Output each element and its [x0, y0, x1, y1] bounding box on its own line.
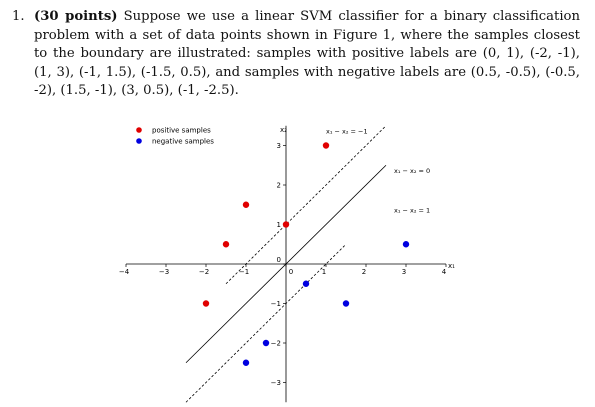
- boundary-line-label: x₁ − x₂ = −1: [326, 128, 368, 136]
- points-label: (30 points): [34, 9, 118, 24]
- y-tick-label: 0: [277, 256, 281, 264]
- data-point: [282, 221, 290, 228]
- y-tick-label: 3: [277, 142, 281, 150]
- problem-number: 1.: [12, 9, 25, 24]
- boundary-line: [185, 243, 347, 403]
- y-tick-label: −2: [271, 340, 281, 348]
- data-point: [222, 241, 230, 248]
- x-tick-label: −1: [239, 268, 249, 276]
- x-tick-label: 1: [322, 268, 326, 276]
- problem-body: (30 points) Suppose we use a linear SVM …: [34, 8, 580, 101]
- data-point: [242, 201, 250, 208]
- x-tick-label: 4: [442, 268, 447, 276]
- y-axis-label: x₂: [280, 126, 287, 134]
- boundary-line: [185, 164, 387, 364]
- y-tick-label: 2: [277, 182, 281, 190]
- x-tick-label: −4: [119, 268, 130, 276]
- data-point: [402, 241, 410, 248]
- boundary-line-label: x₁ − x₂ = 0: [394, 167, 430, 175]
- legend-marker: [136, 127, 142, 133]
- data-point: [242, 359, 250, 366]
- data-point: [202, 300, 210, 307]
- boundary-line: [225, 125, 387, 285]
- legend-marker: [136, 138, 142, 144]
- boundary-line-label: x₁ − x₂ = 1: [394, 207, 430, 215]
- legend-label: positive samples: [152, 127, 211, 135]
- x-tick-label: 0: [289, 268, 293, 276]
- y-tick-label: −1: [271, 300, 281, 308]
- x-axis-label: x₁: [448, 262, 455, 270]
- legend-label: negative samples: [152, 138, 214, 146]
- x-tick-label: 2: [362, 268, 366, 276]
- x-tick-label: −2: [199, 268, 209, 276]
- y-tick-label: 1: [277, 221, 281, 229]
- problem-text: Suppose we use a linear SVM classifier f…: [34, 9, 580, 99]
- y-tick-label: −3: [271, 379, 281, 387]
- data-point: [342, 300, 350, 307]
- data-point: [302, 280, 310, 287]
- problem-statement: 1. (30 points) Suppose we use a linear S…: [12, 8, 580, 101]
- data-point: [262, 339, 270, 347]
- x-tick-label: 3: [402, 268, 406, 276]
- data-point: [322, 142, 330, 149]
- x-tick-label: −3: [159, 268, 169, 276]
